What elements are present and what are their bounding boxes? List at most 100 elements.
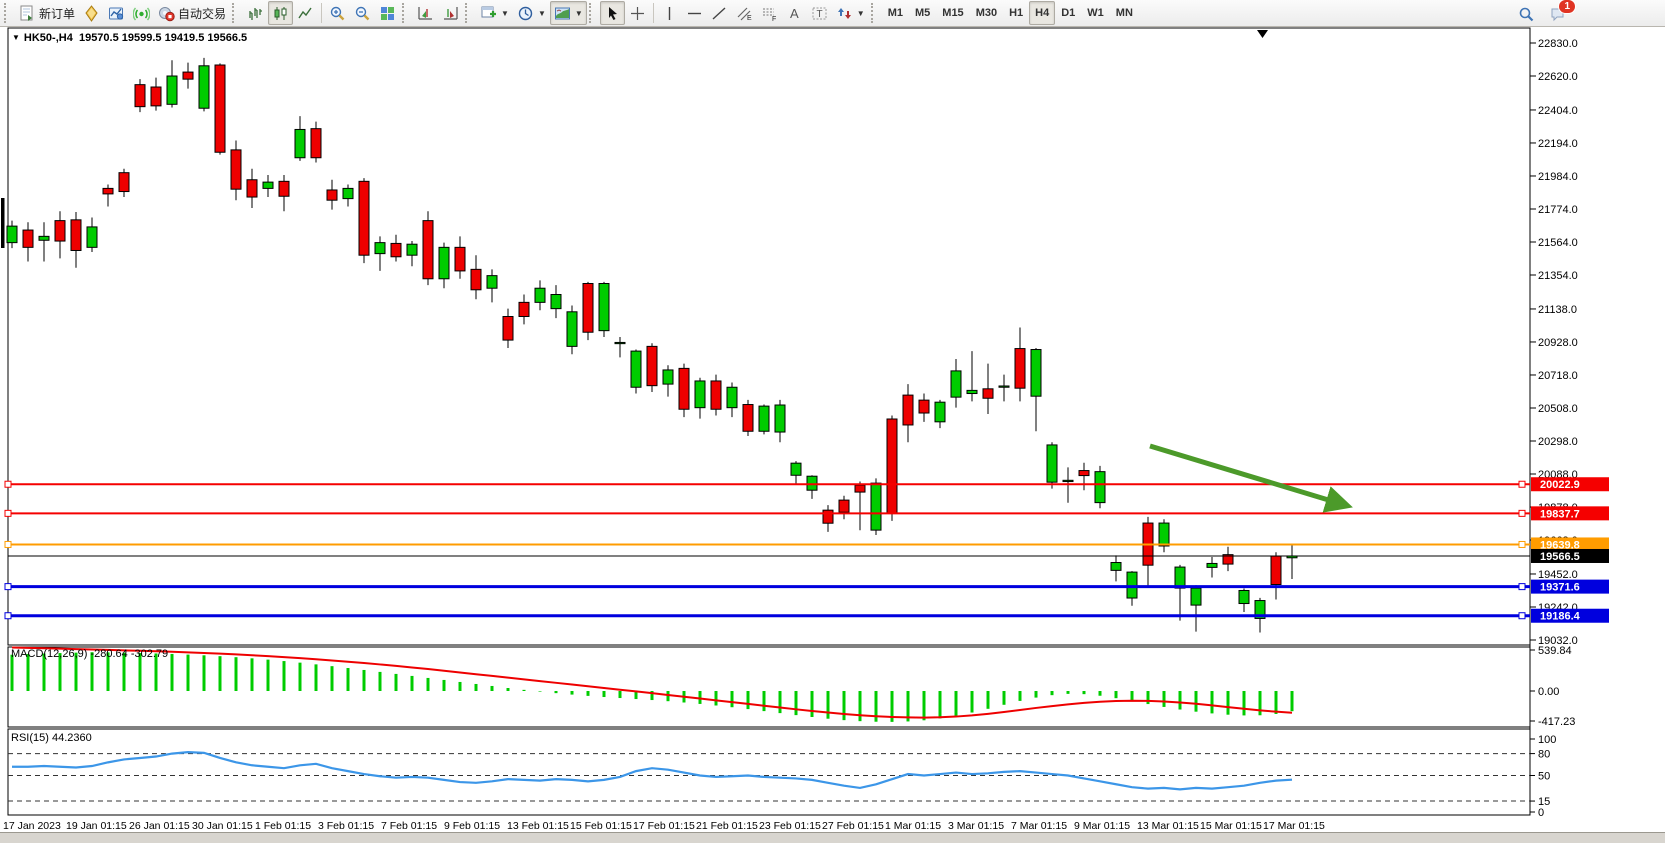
candle-body[interactable]	[1254, 600, 1266, 619]
candle-body[interactable]	[1078, 470, 1090, 477]
candle-body[interactable]	[230, 149, 242, 190]
candle-body[interactable]	[1030, 349, 1042, 397]
candle-body[interactable]	[710, 380, 722, 410]
candle-body[interactable]	[1126, 571, 1138, 599]
candle-body[interactable]	[646, 345, 658, 387]
candle-body[interactable]	[518, 301, 530, 318]
gold-chart-button[interactable]	[79, 1, 104, 25]
candle-body[interactable]	[102, 187, 114, 195]
candle-body[interactable]	[854, 484, 866, 493]
line-handle[interactable]	[1518, 480, 1526, 488]
text-button[interactable]: A	[782, 1, 807, 25]
candle-body[interactable]	[662, 369, 674, 385]
candle-body[interactable]	[534, 287, 546, 303]
candle-body[interactable]	[614, 341, 626, 345]
candle-body[interactable]	[6, 225, 18, 244]
candle-body[interactable]	[822, 509, 834, 524]
line-handle[interactable]	[4, 612, 12, 620]
signal-button[interactable]	[129, 1, 154, 25]
candle-body[interactable]	[742, 404, 754, 432]
candle-body[interactable]	[486, 275, 498, 289]
candle-body[interactable]	[198, 65, 210, 109]
line-chart-button[interactable]	[293, 1, 318, 25]
candle-body[interactable]	[950, 370, 962, 398]
candle-body[interactable]	[694, 380, 706, 409]
candlestick-chart-button[interactable]	[268, 1, 294, 25]
candle-body[interactable]	[294, 128, 306, 159]
candle-body[interactable]	[470, 268, 482, 291]
candle-body[interactable]	[1110, 562, 1122, 571]
line-handle[interactable]	[1518, 583, 1526, 591]
candle-body[interactable]	[310, 128, 322, 159]
line-handle[interactable]	[4, 583, 12, 591]
candle-body[interactable]	[582, 282, 594, 333]
candle-body[interactable]	[966, 389, 978, 395]
candle-body[interactable]	[790, 462, 802, 476]
step-back-button[interactable]	[438, 1, 463, 25]
candle-body[interactable]	[166, 75, 178, 105]
candle-body[interactable]	[262, 181, 274, 189]
vertical-line-button[interactable]	[657, 1, 682, 25]
timeframe-button-mn[interactable]: MN	[1115, 7, 1133, 19]
candle-body[interactable]	[70, 219, 82, 251]
candle-body[interactable]	[502, 316, 514, 341]
timeframe-button-m30[interactable]: M30	[975, 7, 998, 19]
candle-body[interactable]	[182, 71, 194, 80]
candle-body[interactable]	[806, 475, 818, 491]
cursor-button[interactable]	[599, 1, 625, 25]
candle-body[interactable]	[678, 367, 690, 410]
template-button[interactable]: ▼	[549, 1, 587, 25]
chart-window[interactable]: 22830.0 22620.0 22404.0 22194.0 21984.0 21774…	[0, 27, 1665, 843]
line-handle[interactable]	[1518, 612, 1526, 620]
step-forward-button[interactable]	[413, 1, 438, 25]
candle-body[interactable]	[550, 294, 562, 310]
candle-body[interactable]	[902, 394, 914, 426]
trend-arrow[interactable]	[1149, 443, 1353, 513]
candle-body[interactable]	[1014, 348, 1026, 389]
timeframe-button-m15[interactable]: M15	[942, 7, 964, 19]
line-handle[interactable]	[4, 509, 12, 517]
candle-body[interactable]	[934, 401, 946, 423]
candle-body[interactable]	[214, 64, 226, 153]
candle-body[interactable]	[1062, 479, 1074, 483]
candle-body[interactable]	[566, 311, 578, 347]
line-handle[interactable]	[4, 480, 12, 488]
timeframe-button-h1[interactable]: H1	[1009, 7, 1024, 19]
candle-body[interactable]	[326, 189, 338, 201]
candle-body[interactable]	[454, 246, 466, 272]
line-handle[interactable]	[1518, 540, 1526, 548]
line-handle[interactable]	[4, 540, 12, 548]
candle-body[interactable]	[1158, 522, 1170, 547]
timeframe-button-d1[interactable]: D1	[1061, 7, 1076, 19]
candle-body[interactable]	[1190, 587, 1202, 606]
candle-body[interactable]	[342, 187, 354, 200]
crosshair-button[interactable]	[625, 1, 650, 25]
market-report-button[interactable]	[104, 1, 129, 25]
candle-body[interactable]	[422, 220, 434, 280]
candle-body[interactable]	[1206, 562, 1218, 568]
candle-body[interactable]	[86, 226, 98, 248]
zoom-in-button[interactable]	[325, 1, 350, 25]
autotrading-button[interactable]: 自动交易	[154, 1, 230, 25]
timeframe-button-w1[interactable]: W1	[1087, 7, 1104, 19]
new-order-button[interactable]: 新订单	[15, 1, 79, 25]
timeframe-button-m1[interactable]: M1	[887, 7, 903, 19]
candle-body[interactable]	[390, 242, 402, 258]
line-handle[interactable]	[1518, 509, 1526, 517]
new-chart-button[interactable]: ▼	[476, 1, 513, 25]
fibonacci-button[interactable]: F	[757, 1, 782, 25]
candle-body[interactable]	[1046, 444, 1058, 483]
candle-body[interactable]	[1174, 566, 1186, 589]
chart-canvas[interactable]: 22830.0 22620.0 22404.0 22194.0 21984.0 21774…	[0, 27, 1665, 843]
tile-windows-button[interactable]	[375, 1, 400, 25]
candle-body[interactable]	[1222, 554, 1234, 565]
candle-body[interactable]	[630, 350, 642, 388]
candle-body[interactable]	[22, 229, 34, 248]
candle-body[interactable]	[38, 235, 50, 241]
timeframe-button-m5[interactable]: M5	[915, 7, 931, 19]
text-label-button[interactable]: T	[807, 1, 832, 25]
candle-body[interactable]	[358, 180, 370, 256]
bar-chart-button[interactable]	[243, 1, 268, 25]
candle-body[interactable]	[758, 405, 770, 432]
arrow-shapes-button[interactable]: ▼	[832, 1, 869, 25]
